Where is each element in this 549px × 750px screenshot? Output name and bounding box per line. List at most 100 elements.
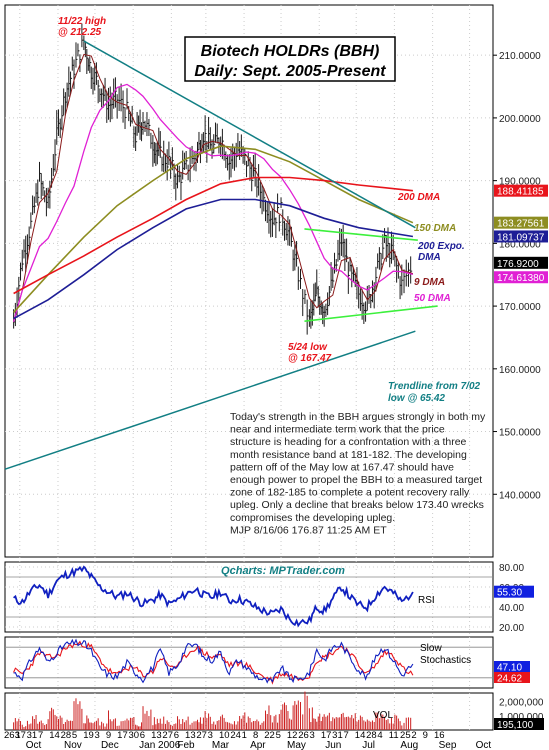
volume-panel: 2,000,000 1,000,000 VOL 195,100 bbox=[13, 691, 544, 731]
ema200-label: 200 Expo. DMA bbox=[417, 241, 465, 263]
x-month-label: Apr bbox=[250, 740, 266, 750]
x-tick-label: 17 bbox=[321, 730, 332, 741]
x-tick-label: 3 bbox=[310, 730, 315, 741]
dma200-line bbox=[13, 176, 413, 295]
x-tick-label: 8 bbox=[253, 730, 258, 741]
x-month-label: Nov bbox=[64, 740, 82, 750]
price-tag-label: 181.09737 bbox=[497, 232, 545, 243]
stoch-tag-box bbox=[494, 672, 530, 683]
x-tick-label: 4 bbox=[377, 730, 382, 741]
x-tick-label: 11 bbox=[389, 730, 399, 741]
volume-tag-box bbox=[494, 718, 544, 730]
price-tag-box bbox=[494, 256, 548, 269]
rsi-line bbox=[13, 565, 414, 628]
x-tick-label: 13 bbox=[151, 730, 162, 741]
trendline-annotation: Trendline from 7/02 low @ 65.42 bbox=[388, 381, 481, 404]
rsi-tick-label: 80.00 bbox=[499, 563, 524, 574]
price-tag-box bbox=[494, 216, 548, 229]
price-tick-label: 140.0000 bbox=[499, 490, 541, 501]
x-month-label: Dec bbox=[101, 740, 119, 750]
x-tick-label: 1 bbox=[242, 730, 247, 741]
stoch-tag-label: 47.10 bbox=[497, 663, 522, 674]
x-tick-label: 3 bbox=[208, 730, 213, 741]
x-tick-label: 10 bbox=[219, 730, 230, 741]
dma200-label: 200 DMA bbox=[397, 192, 440, 203]
x-tick-label: 13 bbox=[185, 730, 196, 741]
x-month-label: Oct bbox=[26, 740, 42, 750]
stoch-tag-label: 24.62 bbox=[497, 674, 522, 685]
rsi-tag-label: 55.30 bbox=[497, 588, 522, 599]
x-tick-label: 263 bbox=[4, 730, 20, 741]
stoch-label: Slow Stochastics bbox=[420, 643, 471, 666]
x-tick-label: 27 bbox=[162, 730, 173, 741]
title-box: Biotech HOLDRs (BBH) Daily: Sept. 2005-P… bbox=[184, 36, 396, 82]
x-tick-label: 14 bbox=[355, 730, 366, 741]
x-tick-label: 17 bbox=[117, 730, 128, 741]
source-credit: Qcharts: MPTrader.com bbox=[221, 565, 345, 577]
price-tag-label: 188.41185 bbox=[497, 187, 544, 198]
x-tick-label: 28 bbox=[366, 730, 377, 741]
triangle-lower bbox=[304, 305, 438, 322]
rsi-tick-label: 20.00 bbox=[499, 623, 524, 634]
x-tick-label: 24 bbox=[230, 730, 241, 741]
price-tag-box bbox=[494, 230, 548, 243]
commentary-text: Today's strength in the BBH argues stron… bbox=[230, 411, 486, 524]
rsi-label: RSI bbox=[418, 595, 435, 606]
low-annotation: 5/24 low @ 167.47 bbox=[288, 342, 332, 364]
x-tick-label: 31 bbox=[332, 730, 343, 741]
x-month-label: May bbox=[287, 740, 306, 750]
x-tick-label: 5 bbox=[72, 730, 77, 741]
down-trendline bbox=[83, 40, 416, 229]
commentary-signature: MJP 8/16/06 176.87 11:25 AM ET bbox=[230, 524, 387, 536]
ema200-line bbox=[13, 198, 414, 320]
dma150-label: 150 DMA bbox=[414, 223, 456, 234]
dma9-label: 9 DMA bbox=[414, 277, 445, 288]
price-tag-label: 176.9200 bbox=[497, 259, 539, 270]
long-term-trendline bbox=[4, 330, 416, 470]
x-month-label: Feb bbox=[177, 740, 195, 750]
x-tick-label: 16 bbox=[434, 730, 445, 741]
x-month-label: Mar bbox=[212, 740, 230, 750]
triangle-upper bbox=[304, 228, 418, 242]
x-tick-label: 31 bbox=[27, 730, 38, 741]
chart-subtitle: Daily: Sept. 2005-Present bbox=[194, 63, 386, 80]
x-month-label: Jul bbox=[362, 740, 375, 750]
dma50-label: 50 DMA bbox=[414, 293, 451, 304]
rsi-tag-box bbox=[494, 585, 534, 598]
price-tag-label: 183.27561 bbox=[497, 219, 545, 230]
volume-tick-label: 1,000,000 bbox=[499, 712, 544, 723]
x-tick-label: 6 bbox=[140, 730, 145, 741]
volume-tag-label: 195,100 bbox=[497, 720, 534, 731]
x-tick-label: 30 bbox=[128, 730, 139, 741]
x-tick-label: 9 bbox=[423, 730, 428, 741]
x-month-label: Oct bbox=[476, 740, 492, 750]
stoch-tag-box bbox=[494, 661, 530, 672]
x-tick-label: 9 bbox=[106, 730, 111, 741]
x-tick-label: 19 bbox=[83, 730, 94, 741]
x-tick-label: 26 bbox=[298, 730, 309, 741]
x-tick-label: 3 bbox=[95, 730, 100, 741]
x-tick-label: 25 bbox=[400, 730, 411, 741]
price-tag-label: 174.61380 bbox=[497, 273, 545, 284]
x-tick-label: 2 bbox=[411, 730, 416, 741]
high-annotation: 11/22 high @ 212.25 bbox=[58, 16, 106, 38]
x-month-label: Sep bbox=[439, 740, 457, 750]
x-tick-label: 28 bbox=[61, 730, 72, 741]
x-tick-label: 27 bbox=[196, 730, 207, 741]
x-tick-label: 7 bbox=[343, 730, 348, 741]
x-month-label: Aug bbox=[400, 740, 418, 750]
price-tick-label: 150.0000 bbox=[499, 428, 541, 439]
dma9-line bbox=[13, 53, 414, 322]
price-tag-box bbox=[494, 271, 548, 284]
x-month-label: Jan 2006 bbox=[139, 740, 181, 750]
dma150-line bbox=[13, 145, 414, 313]
volume-label: VOL bbox=[373, 710, 393, 721]
x-tick-label: 5 bbox=[276, 730, 281, 741]
price-tick-label: 170.0000 bbox=[499, 302, 541, 313]
price-tick-label: 160.0000 bbox=[499, 365, 541, 376]
price-tick-label: 210.0000 bbox=[499, 51, 541, 62]
x-tick-label: 17 bbox=[15, 730, 26, 741]
